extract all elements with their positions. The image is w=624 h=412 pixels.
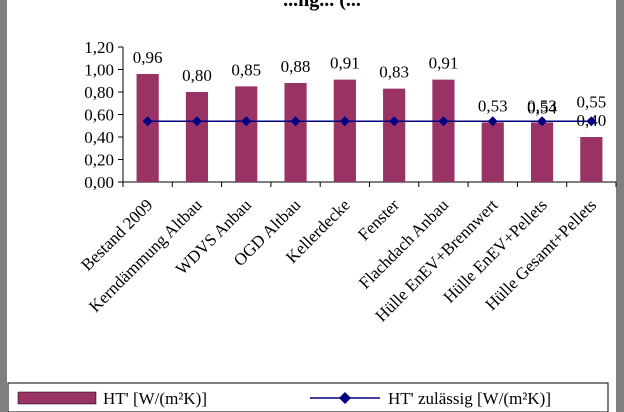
chart-title: ...ng... (...	[283, 0, 361, 11]
legend-marker	[339, 392, 351, 404]
y-tick-label: 0,40	[84, 128, 114, 147]
bar	[481, 122, 504, 182]
limit-data-label: 0,55	[576, 92, 606, 111]
bar	[333, 79, 356, 182]
legend-swatch-bar	[17, 391, 97, 405]
bar	[530, 122, 554, 182]
bar-data-label: 0,96	[133, 48, 163, 67]
limit-marker	[586, 116, 597, 127]
bar	[383, 88, 406, 182]
y-tick-label: 1,00	[84, 61, 114, 80]
bar-data-label: 0,80	[182, 66, 212, 85]
bar	[235, 86, 258, 182]
limit-data-label: 0,54	[527, 98, 557, 117]
limit-marker	[191, 116, 202, 127]
legend-label-line: HT' zulässig [W/(m²K)]	[388, 389, 551, 408]
limit-marker	[290, 116, 301, 127]
limit-marker	[487, 116, 498, 127]
bar	[284, 83, 307, 182]
y-tick-label: 0,60	[84, 106, 114, 125]
bar	[185, 92, 209, 182]
bar	[432, 79, 455, 182]
left-border-bar	[0, 0, 7, 412]
bar	[136, 74, 159, 182]
limit-marker	[142, 116, 153, 127]
bar-data-label: 0,53	[527, 96, 557, 115]
bar-data-label: 0,85	[231, 60, 261, 79]
bar-data-label: 0,53	[478, 96, 508, 115]
y-tick-label: 0,80	[84, 83, 114, 102]
bar-data-label: 0,91	[330, 54, 360, 73]
y-tick-label: 0,20	[84, 151, 114, 170]
bar-data-label: 0,83	[379, 63, 409, 82]
limit-marker	[537, 116, 548, 127]
limit-marker	[389, 116, 400, 127]
limit-marker	[339, 116, 350, 127]
y-tick-label: 0,00	[84, 173, 114, 192]
limit-marker	[241, 116, 252, 127]
bar-data-label: 0,88	[281, 57, 311, 76]
limit-marker	[438, 116, 449, 127]
y-tick-label: 1,20	[84, 38, 114, 57]
legend-box	[7, 382, 609, 412]
legend-label-bar: HT' [W/(m²K)]	[103, 389, 207, 408]
right-border-bar	[616, 0, 624, 412]
bar-data-label: 0,91	[429, 54, 459, 73]
bar	[580, 137, 603, 182]
